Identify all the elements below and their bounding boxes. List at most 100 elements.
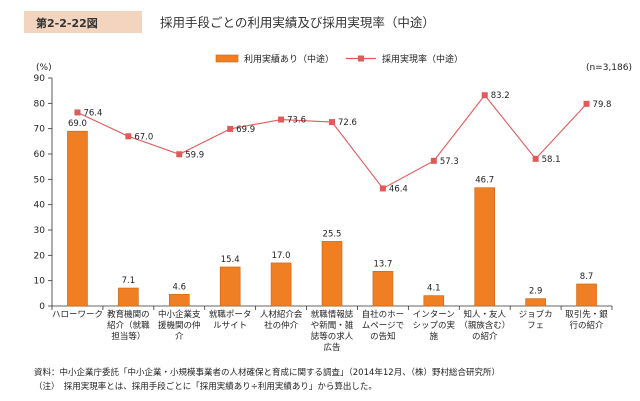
rate-point xyxy=(176,151,183,158)
category-label: 就職情報誌 xyxy=(311,309,354,320)
bar xyxy=(67,130,88,307)
bar-series xyxy=(67,130,597,307)
category-label: 人材紹介会 xyxy=(260,309,303,320)
category-label: の告知 xyxy=(370,331,396,342)
y-tick-label: 40 xyxy=(34,201,46,211)
bar-value-label: 13.7 xyxy=(373,259,392,269)
bar xyxy=(576,283,597,307)
chart-title: 採用手段ごとの利用実績及び採用実現率（中途） xyxy=(160,15,435,30)
category-label: 教育機関の xyxy=(107,309,150,320)
bar-value-labels: 69.0 7.1 4.6 15.4 17.0 25.5 13.7 4.1 46.7 2.9 8.7 xyxy=(68,119,593,296)
legend-line-marker xyxy=(358,55,364,62)
rate-point xyxy=(430,157,437,164)
rate-value-label: 58.1 xyxy=(542,155,561,165)
rate-value-label: 59.9 xyxy=(185,150,204,160)
y-tick-label: 50 xyxy=(34,175,46,185)
y-tick-label: 10 xyxy=(34,277,46,287)
y-tick-label: 60 xyxy=(34,150,46,160)
rate-value-label: 76.4 xyxy=(83,108,102,118)
category-label: インターン xyxy=(413,310,455,320)
y-ticks: 0 10 20 30 40 50 60 70 80 90 xyxy=(34,74,613,312)
y-tick-label: 30 xyxy=(34,226,46,236)
source-note: 資料：中小企業庁委託「中小企業・小規模事業者の人材確保と育成に関する調査」（20… xyxy=(34,367,500,378)
bar-value-label: 7.1 xyxy=(122,276,136,286)
bar xyxy=(168,294,190,307)
bar xyxy=(270,262,292,307)
bar xyxy=(423,295,445,307)
rate-point xyxy=(379,185,386,192)
category-label: 取引先・銀 xyxy=(565,309,608,320)
y-tick-label: 70 xyxy=(34,125,46,135)
bar xyxy=(372,270,394,307)
category-label: 担当等） xyxy=(111,331,145,342)
category-label: フェ xyxy=(527,321,544,331)
category-label: シップの実 xyxy=(413,320,456,331)
bar xyxy=(525,298,546,307)
rate-point xyxy=(532,155,539,162)
bar-value-label: 46.7 xyxy=(475,176,494,186)
rate-point xyxy=(329,119,335,126)
category-label: 社の仲介 xyxy=(264,320,299,331)
rate-value-label: 83.2 xyxy=(491,91,510,101)
rate-point xyxy=(227,125,234,132)
y-axis-unit: (%) xyxy=(36,63,52,73)
bar-value-label: 4.6 xyxy=(173,282,187,292)
figure-badge xyxy=(24,11,142,33)
rate-point xyxy=(481,92,488,99)
rate-value-label: 46.4 xyxy=(389,184,408,194)
bar-value-label: 17.0 xyxy=(272,251,291,261)
category-label: 援機関の仲 xyxy=(158,320,201,331)
rate-value-label: 67.0 xyxy=(134,132,153,142)
rate-point xyxy=(278,116,285,123)
legend: 利用実績あり（中途） 採用実現率（中途） xyxy=(215,53,463,65)
bar-value-label: 15.4 xyxy=(221,255,240,265)
line-value-labels: 76.4 67.0 59.9 69.9 73.6 72.6 46.4 57.3 83.2 58.1… xyxy=(83,91,611,194)
line-series xyxy=(74,92,590,192)
category-label: ムページで xyxy=(362,321,404,331)
sample-size: (n=3,186) xyxy=(586,63,632,73)
bar xyxy=(321,241,343,307)
bar-value-label: 4.1 xyxy=(427,284,441,294)
category-label: 就職ポータ xyxy=(209,309,252,320)
rate-value-label: 72.6 xyxy=(338,118,357,128)
category-label: 行の紹介 xyxy=(570,320,605,331)
y-tick-label: 0 xyxy=(39,302,45,312)
category-label: （親族含む） xyxy=(459,320,510,331)
y-tick-label: 90 xyxy=(34,74,46,84)
category-label: 介 xyxy=(175,332,184,342)
category-label: や新聞・雑 xyxy=(311,320,354,331)
bar-value-label: 8.7 xyxy=(580,272,594,282)
rate-point xyxy=(125,133,132,140)
legend-bar-swatch xyxy=(215,54,239,63)
category-label: 広告 xyxy=(323,342,340,353)
rate-value-label: 79.8 xyxy=(593,100,612,110)
legend-line-label: 採用実現率（中途） xyxy=(382,53,463,65)
rate-value-label: 69.9 xyxy=(236,125,255,135)
category-label: 知人・友人 xyxy=(463,309,506,320)
bar xyxy=(474,187,496,307)
bar xyxy=(219,266,241,307)
figure-number: 第2-2-22図 xyxy=(36,16,98,30)
legend-bar-label: 利用実績あり（中途） xyxy=(244,53,334,65)
category-label: ジョブカ xyxy=(519,309,553,320)
rate-line xyxy=(77,94,587,190)
category-label: ハローワーク xyxy=(52,310,103,320)
definition-note: （注） 採用実現率とは、採用手段ごとに「採用実績あり÷利用実績あり」から算出した… xyxy=(34,381,377,392)
category-label: 誌等の求人 xyxy=(311,331,354,342)
bar-value-label: 25.5 xyxy=(323,229,342,239)
bar-value-label: 69.0 xyxy=(68,119,87,129)
category-label: 施 xyxy=(430,331,439,342)
rate-value-label: 57.3 xyxy=(440,157,459,167)
y-tick-label: 20 xyxy=(34,251,46,261)
bar xyxy=(118,287,139,307)
rate-point xyxy=(74,109,81,116)
category-label: の紹介 xyxy=(472,331,498,342)
rate-point xyxy=(583,100,590,107)
category-label: ルサイト xyxy=(213,321,247,331)
category-label: 紹介（就職 xyxy=(107,320,150,331)
rate-value-label: 73.6 xyxy=(287,116,306,126)
bar-value-label: 2.9 xyxy=(529,287,543,297)
category-label: 自社のホー xyxy=(362,309,405,320)
